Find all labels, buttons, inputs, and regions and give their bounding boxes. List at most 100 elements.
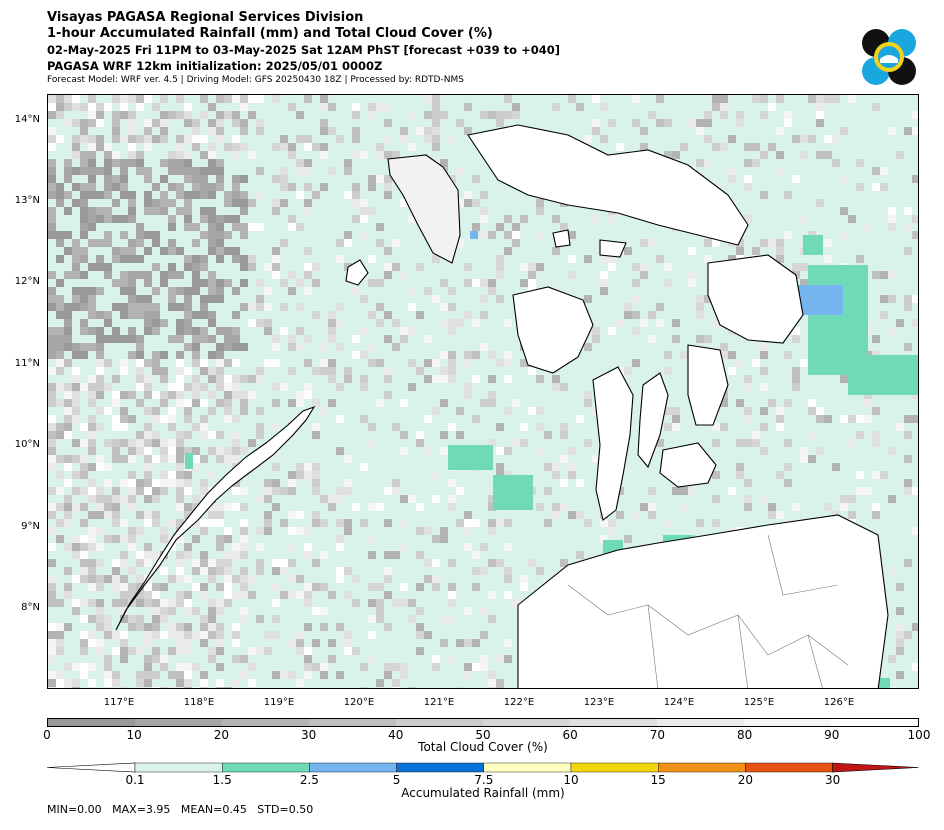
cloud-cell — [216, 327, 224, 335]
cloud-cell — [152, 391, 160, 399]
cloud-cell — [480, 295, 488, 303]
cloud-cell — [448, 135, 456, 143]
cloud-cell — [352, 351, 360, 359]
cloud-cell — [80, 647, 88, 655]
cloud-cell — [824, 415, 832, 423]
cloud-cell — [144, 143, 152, 151]
cloud-cell — [200, 431, 208, 439]
cloud-cell — [904, 479, 912, 487]
cloud-cell — [176, 167, 184, 175]
cloud-cell — [632, 327, 640, 335]
cloud-cell — [384, 135, 392, 143]
cloud-cell — [224, 583, 232, 591]
cloud-cell — [168, 271, 176, 279]
cloud-cell — [256, 495, 264, 503]
cloud-cell — [344, 159, 352, 167]
cloud-cell — [856, 471, 864, 479]
cloud-cell — [808, 407, 816, 415]
cloud-cover-bin — [48, 719, 135, 726]
cloud-cell — [136, 167, 144, 175]
cloud-cell — [184, 175, 192, 183]
title-line-1: Visayas PAGASA Regional Services Divisio… — [47, 10, 364, 25]
cloud-cell — [128, 495, 136, 503]
cloud-cell — [336, 519, 344, 527]
cloud-cell — [240, 487, 248, 495]
cloud-cell — [288, 559, 296, 567]
cloud-cell — [744, 439, 752, 447]
cloud-cell — [88, 631, 96, 639]
cloud-cell — [448, 303, 456, 311]
cloud-cell — [256, 431, 264, 439]
cloud-cell — [384, 271, 392, 279]
cloud-cell — [128, 479, 136, 487]
cloud-cell — [176, 463, 184, 471]
cloud-cell — [880, 167, 888, 175]
cloud-cell — [96, 407, 104, 415]
cloud-cell — [208, 575, 216, 583]
cloud-cell — [152, 687, 160, 688]
lon-label: 122°E — [503, 697, 535, 708]
cloud-cell — [224, 455, 232, 463]
cloud-cell — [464, 607, 472, 615]
cloud-cell — [520, 439, 528, 447]
cloud-cell — [184, 487, 192, 495]
cloud-cell — [424, 287, 432, 295]
cloud-cell — [88, 151, 96, 159]
panay-island — [512, 286, 594, 374]
cloud-cell — [296, 647, 304, 655]
cloud-cell — [200, 303, 208, 311]
cloud-cell — [320, 623, 328, 631]
cloud-cell — [216, 343, 224, 351]
cloud-cell — [464, 199, 472, 207]
cloud-cell — [72, 503, 80, 511]
cloud-cell — [128, 471, 136, 479]
cloud-cell — [504, 655, 512, 663]
cloud-cell — [144, 559, 152, 567]
cloud-cell — [872, 503, 880, 511]
cloud-cell — [320, 495, 328, 503]
title-line-2: 1-hour Accumulated Rainfall (mm) and Tot… — [47, 26, 493, 41]
cloud-cell — [472, 567, 480, 575]
cloud-cell — [672, 423, 680, 431]
cloud-cell — [480, 399, 488, 407]
cloud-cell — [80, 247, 88, 255]
cloud-cell — [200, 135, 208, 143]
cloud-cell — [88, 343, 96, 351]
cloud-cell — [88, 167, 96, 175]
cloud-cell — [264, 287, 272, 295]
cloud-cell — [320, 551, 328, 559]
cloud-cell — [152, 319, 160, 327]
cloud-cell — [216, 559, 224, 567]
cloud-cell — [312, 511, 320, 519]
cloud-cell — [112, 631, 120, 639]
cloud-cell — [320, 367, 328, 375]
cloud-cell — [224, 335, 232, 343]
cloud-cell — [192, 495, 200, 503]
cloud-cell — [480, 279, 488, 287]
cloud-cell — [144, 519, 152, 527]
cloud-cell — [736, 359, 744, 367]
cloud-cell — [224, 503, 232, 511]
cloud-cell — [136, 447, 144, 455]
cloud-cell — [104, 183, 112, 191]
cloud-cell — [160, 583, 168, 591]
cloud-cell — [728, 175, 736, 183]
cloud-cell — [368, 551, 376, 559]
cloud-cell — [384, 175, 392, 183]
cloud-cell — [152, 415, 160, 423]
cloud-cell — [392, 343, 400, 351]
cloud-cell — [848, 511, 856, 519]
cloud-cell — [160, 127, 168, 135]
cloud-cell — [592, 127, 600, 135]
cloud-cell — [176, 591, 184, 599]
cloud-cell — [232, 175, 240, 183]
cloud-cell — [288, 479, 296, 487]
cloud-cell — [504, 591, 512, 599]
cloud-cell — [80, 167, 88, 175]
rainfall-patch — [870, 678, 890, 688]
cloud-cell — [176, 135, 184, 143]
cloud-cell — [192, 391, 200, 399]
cloud-cell — [696, 335, 704, 343]
rainfall-bin — [745, 762, 833, 773]
cloud-cell — [800, 151, 808, 159]
